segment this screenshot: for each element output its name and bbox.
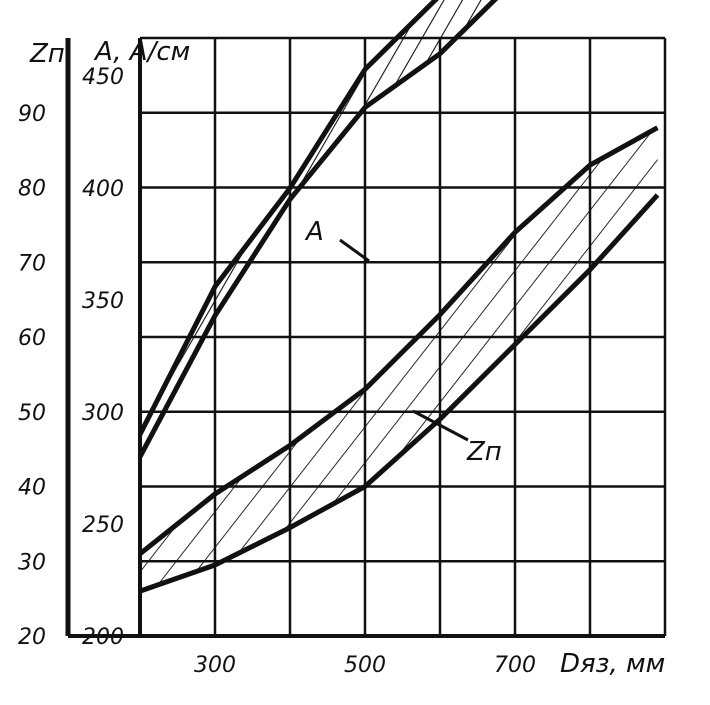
x-tick-label: 700 xyxy=(494,653,536,678)
a-axis-ticks: 200250300350400450500 xyxy=(82,65,124,650)
z-tick-label: 90 xyxy=(18,102,46,127)
a-tick-label: 300 xyxy=(82,401,124,426)
band-a-lower-line xyxy=(137,0,499,458)
x-tick-label: 300 xyxy=(194,653,236,678)
x-axis-title: Dяз, мм xyxy=(560,649,665,679)
z-axis-title: Zп xyxy=(29,39,65,69)
band-zp-lower-line xyxy=(139,193,660,594)
z-axis-ticks: 20 30 40 50 60 70 80 90 xyxy=(18,102,46,650)
band-callouts: A Zп xyxy=(304,217,502,467)
band-zp-upper-line xyxy=(138,125,659,556)
band-z-leader xyxy=(412,409,469,442)
a-tick-label: 400 xyxy=(82,177,124,202)
chart-frame xyxy=(65,36,667,638)
z-tick-label: 80 xyxy=(18,177,46,202)
a-tick-label: 250 xyxy=(82,513,124,538)
z-tick-label: 70 xyxy=(18,251,46,276)
x-axis-ticks: 300 500 700 xyxy=(194,653,536,678)
a-axis-title: A, А/см xyxy=(93,37,190,67)
band-a-upper-line xyxy=(137,0,439,436)
z-tick-label: 60 xyxy=(18,326,46,351)
x-tick-label: 500 xyxy=(344,653,386,678)
band-label-zp: Zп xyxy=(466,437,502,467)
band-label-a: A xyxy=(304,217,324,247)
a-tick-label: 350 xyxy=(82,289,124,314)
band-a-leader xyxy=(339,238,370,263)
band-zp-fill xyxy=(140,127,658,592)
z-tick-label: 30 xyxy=(18,550,46,575)
z-tick-label: 50 xyxy=(18,401,46,426)
z-tick-label: 40 xyxy=(18,476,46,501)
a-tick-label: 200 xyxy=(82,625,124,650)
chart-bands xyxy=(137,0,660,594)
a-tick-label: 450 xyxy=(82,65,124,90)
z-tick-label: 20 xyxy=(18,625,46,650)
